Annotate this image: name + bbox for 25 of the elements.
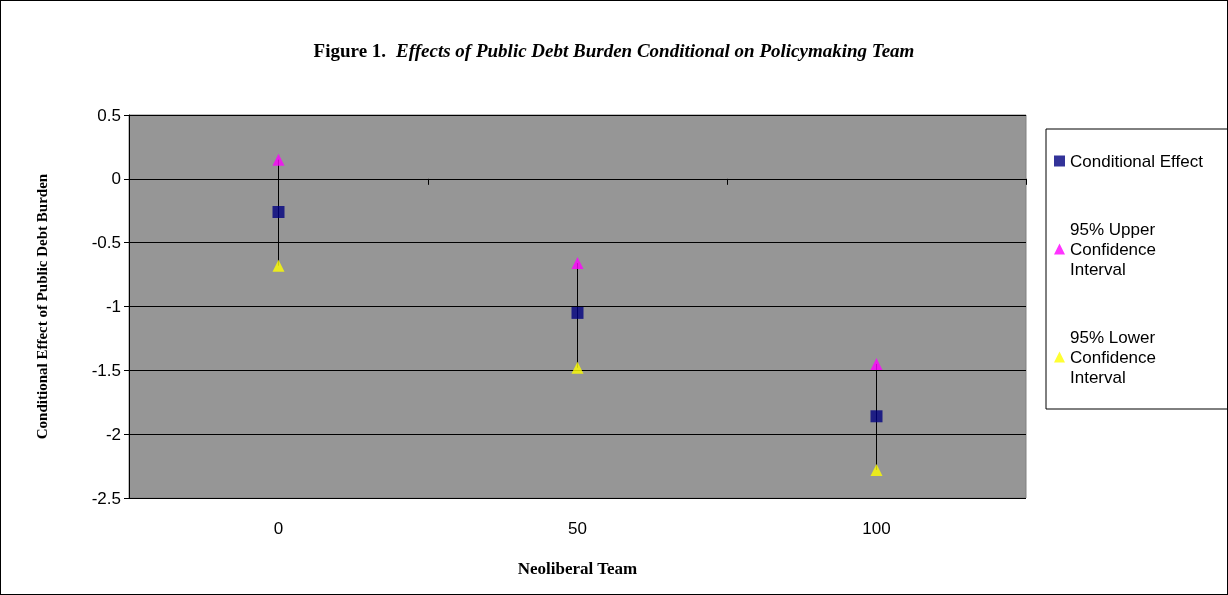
y-tick-label: -2	[105, 424, 121, 444]
y-tick-label: 0	[111, 169, 121, 189]
y-tick-label: 0.5	[97, 105, 121, 125]
point	[272, 259, 285, 272]
point	[272, 206, 285, 219]
point	[571, 361, 584, 374]
point	[870, 410, 883, 423]
legend-label: 95% Upper Confidence Interval	[1070, 219, 1161, 279]
x-tick-label: 0	[273, 519, 284, 538]
point	[571, 306, 584, 319]
point	[571, 257, 584, 270]
y-axis-title: Conditional Effect of Public Debt Burden	[33, 173, 50, 440]
x-tick-label: 50	[568, 519, 587, 538]
point	[870, 357, 883, 370]
point	[870, 463, 883, 476]
x-tick-label: 100	[862, 519, 891, 538]
legend-label: Conditional Effect	[1070, 151, 1204, 171]
y-tick-label: -2.5	[91, 488, 121, 508]
x-axis-title: Neoliberal Team	[517, 559, 638, 578]
y-tick-label: -1	[105, 297, 121, 316]
chart-title: Figure 1. Effects of Public Debt Burden Conditional on Policymaking Team	[313, 40, 915, 61]
legend-label: 95% Lower Confidence Interval	[1070, 327, 1161, 387]
point	[272, 153, 285, 166]
y-tick-label: -0.5	[91, 233, 121, 253]
y-tick-label: -1.5	[91, 360, 121, 380]
